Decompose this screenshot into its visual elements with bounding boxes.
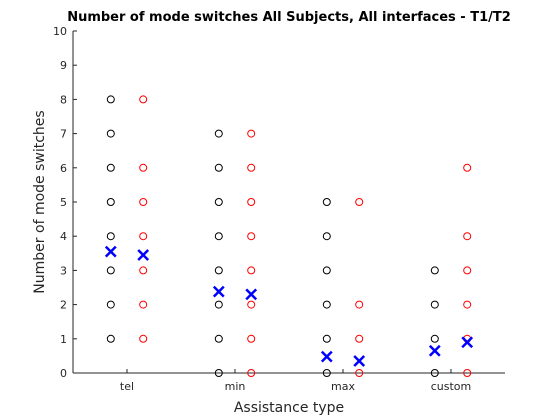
chart-title: Number of mode switches All Subjects, Al… (67, 10, 511, 25)
data-point (430, 334, 439, 343)
data-point (322, 334, 331, 343)
data-point (247, 129, 256, 138)
y-axis-label: Number of mode switches (32, 110, 48, 293)
mean-marker (137, 249, 150, 261)
data-point (247, 198, 256, 206)
mean-marker (320, 350, 333, 363)
data-point (463, 369, 472, 377)
y-tick-label: 4 (60, 230, 67, 243)
data-point (430, 369, 439, 377)
x-tick-label: max (331, 380, 355, 393)
data-point (214, 232, 223, 241)
data-point (247, 334, 256, 343)
data-point (106, 300, 115, 309)
x-tick-label: tel (120, 380, 134, 393)
mean-marker (104, 245, 117, 258)
y-tick-label: 9 (60, 59, 67, 72)
data-point (355, 369, 364, 377)
y-tick-label: 3 (60, 264, 67, 277)
data-point (106, 129, 115, 138)
data-point (106, 266, 115, 275)
data-point (247, 232, 256, 241)
data-point (463, 163, 472, 172)
data-point (247, 266, 256, 275)
data-point (214, 369, 223, 377)
y-tick-label: 2 (60, 299, 67, 312)
y-tick-label: 6 (60, 162, 67, 175)
data-point (139, 163, 148, 172)
data-point (463, 300, 472, 309)
data-point (106, 232, 115, 241)
y-tick-label: 1 (60, 333, 67, 346)
data-point (214, 334, 223, 343)
mean-marker (461, 336, 474, 349)
data-point (322, 232, 331, 241)
data-point (463, 232, 472, 241)
data-point (139, 300, 148, 309)
data-point (322, 369, 331, 377)
data-point (355, 300, 364, 309)
mean-marker (428, 344, 441, 357)
data-point (214, 300, 223, 309)
y-tick-label: 5 (60, 196, 67, 209)
x-tick-label: custom (431, 380, 472, 393)
data-point (430, 300, 439, 309)
data-point (463, 266, 472, 275)
data-point (106, 95, 115, 104)
data-point (106, 163, 115, 172)
data-point (355, 334, 364, 343)
data-point (430, 266, 439, 275)
y-tick-label: 0 (60, 367, 67, 380)
mean-marker (245, 288, 258, 301)
data-point (214, 163, 223, 172)
data-point (214, 266, 223, 275)
y-tick-label: 8 (60, 93, 67, 106)
y-tick-label: 10 (53, 25, 67, 38)
x-axis-label: Assistance type (234, 400, 344, 416)
data-point (214, 129, 223, 138)
data-point (247, 163, 256, 172)
y-tick-label: 7 (60, 128, 67, 141)
data-point (139, 266, 148, 275)
x-tick-label: min (225, 380, 246, 393)
data-point (139, 232, 148, 241)
data-point (139, 198, 148, 206)
data-point (322, 300, 331, 309)
data-point (247, 369, 256, 377)
data-point (355, 198, 364, 206)
data-point (106, 198, 115, 206)
data-point (247, 300, 256, 309)
data-point (214, 198, 223, 206)
data-point (106, 334, 115, 343)
data-point (139, 334, 148, 343)
mean-marker (353, 355, 366, 367)
data-point (322, 266, 331, 275)
data-point (322, 198, 331, 206)
mean-marker (212, 285, 225, 298)
data-point (139, 95, 148, 104)
